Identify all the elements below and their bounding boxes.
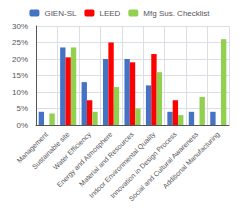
svg-text:Mfg Sus. Checklist: Mfg Sus. Checklist — [143, 9, 210, 18]
svg-text:10%: 10% — [12, 88, 28, 97]
svg-text:20%: 20% — [12, 55, 28, 64]
svg-text:Indoor Environmental Quality: Indoor Environmental Quality — [87, 130, 157, 200]
svg-text:Sustainable site: Sustainable site — [31, 130, 71, 170]
svg-text:15%: 15% — [12, 71, 28, 80]
svg-text:Energy and Atmosphere: Energy and Atmosphere — [55, 130, 114, 189]
svg-text:Water Efficiency: Water Efficiency — [51, 130, 93, 171]
svg-text:Material and Resources: Material and Resources — [77, 130, 135, 188]
svg-text:GIEN-SL: GIEN-SL — [44, 9, 77, 18]
svg-text:5%: 5% — [16, 104, 28, 113]
svg-text:Additional Manufacturing: Additional Manufacturing — [161, 130, 221, 190]
svg-text:LEED: LEED — [99, 9, 120, 18]
svg-text:0%: 0% — [16, 121, 28, 130]
svg-text:25%: 25% — [12, 38, 28, 47]
svg-text:30%: 30% — [12, 22, 28, 31]
svg-text:Innovation in Design Process: Innovation in Design Process — [108, 130, 178, 200]
svg-text:Management: Management — [15, 130, 50, 165]
svg-text:Social and Cultural Awareness: Social and Cultural Awareness — [127, 130, 200, 203]
